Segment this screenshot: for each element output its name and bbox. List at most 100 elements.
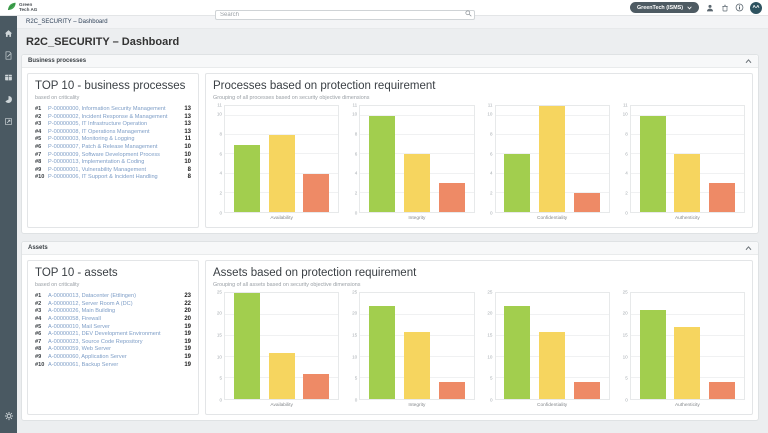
orange-bar[interactable] bbox=[438, 183, 465, 213]
yellow-bar[interactable] bbox=[268, 352, 295, 400]
plot-area bbox=[629, 105, 745, 214]
item-link[interactable]: P-00000007, Patch & Release Management bbox=[48, 143, 158, 150]
item-link[interactable]: A-00000058, Firewall bbox=[48, 316, 101, 323]
top10-row: #10 A-00000061, Backup Server 19 bbox=[35, 361, 191, 369]
trash-icon[interactable] bbox=[720, 3, 729, 12]
table-icon[interactable] bbox=[0, 66, 17, 88]
top10-row: #2 A-00000012, Server Room A (DC) 22 bbox=[35, 300, 191, 308]
y-tick-label: 10 bbox=[622, 353, 628, 359]
yellow-bar[interactable] bbox=[674, 154, 701, 213]
item-link[interactable]: P-00000013, Implementation & Coding bbox=[48, 159, 145, 166]
rank-label: #2 bbox=[35, 113, 42, 120]
avatar[interactable]: AA bbox=[750, 1, 762, 14]
item-link[interactable]: A-00000012, Server Room A (DC) bbox=[48, 300, 133, 307]
app-logo[interactable]: Green Tech AG bbox=[6, 0, 206, 17]
orange-bar[interactable] bbox=[573, 382, 600, 400]
green-bar[interactable] bbox=[369, 115, 396, 213]
rank-label: #9 bbox=[35, 353, 42, 360]
yellow-bar[interactable] bbox=[674, 327, 701, 400]
mini-bar-chart: 0 5 10 15 20 25 Confidentiality bbox=[484, 289, 610, 408]
green-bar[interactable] bbox=[639, 310, 666, 400]
green-bar[interactable] bbox=[639, 115, 666, 213]
item-link[interactable]: A-00000021, DEV Development Environment bbox=[48, 331, 161, 338]
item-link[interactable]: A-00000059, Web Server bbox=[48, 346, 112, 353]
home-icon[interactable] bbox=[0, 22, 17, 44]
item-link[interactable]: A-00000026, Main Building bbox=[48, 308, 116, 315]
gear-icon[interactable] bbox=[0, 405, 17, 427]
green-bar[interactable] bbox=[504, 306, 531, 400]
help-icon[interactable] bbox=[735, 3, 744, 12]
y-tick-label: 5 bbox=[354, 375, 358, 381]
y-tick-label: 25 bbox=[487, 289, 493, 295]
top-header: GreenTech AG GreenTech (ISMS) AA bbox=[0, 0, 768, 20]
item-link[interactable]: A-00000010, Mail Server bbox=[48, 323, 110, 330]
search-input[interactable] bbox=[215, 9, 475, 20]
rank-label: #4 bbox=[35, 316, 42, 323]
y-tick-label: 0 bbox=[219, 397, 222, 403]
green-bar[interactable] bbox=[233, 144, 260, 213]
report-export-icon[interactable] bbox=[0, 110, 17, 132]
yellow-bar[interactable] bbox=[403, 331, 430, 400]
rank-label: #10 bbox=[35, 361, 45, 368]
item-link[interactable]: P-00000001, Vulnerability Management bbox=[48, 166, 147, 173]
item-link[interactable]: P-00000008, IT Operations Management bbox=[48, 128, 150, 135]
mini-bar-chart: 0 5 10 15 20 25 Availability bbox=[213, 289, 340, 409]
section-header-assets[interactable]: Assets bbox=[22, 242, 758, 256]
y-tick-label: 15 bbox=[352, 332, 358, 338]
yellow-bar[interactable] bbox=[539, 331, 566, 400]
green-bar[interactable] bbox=[369, 306, 396, 400]
section-assets: Assets TOP 10 - assets based on critical… bbox=[21, 241, 759, 422]
item-link[interactable]: P-00000000, Information Security Managem… bbox=[48, 106, 166, 113]
item-link[interactable]: A-00000013, Datacenter (Ettlingen) bbox=[48, 293, 137, 300]
orange-bar[interactable] bbox=[709, 382, 736, 400]
y-tick-label: 5 bbox=[219, 375, 222, 381]
section-header-business-processes[interactable]: Business processes bbox=[22, 55, 758, 68]
y-tick-label: 11 bbox=[487, 101, 493, 107]
top10-row: #9 P-00000001, Vulnerability Management 8 bbox=[35, 166, 191, 174]
y-tick-label: 8 bbox=[625, 131, 628, 137]
y-tick-label: 25 bbox=[216, 289, 222, 295]
y-tick-label: 0 bbox=[219, 209, 222, 215]
breadcrumb[interactable]: R2C_SECURITY – Dashboard bbox=[26, 19, 108, 25]
plot-area bbox=[494, 292, 610, 401]
chart-title: Processes based on protection requiremen… bbox=[213, 80, 436, 92]
item-link[interactable]: A-00000023, Source Code Repository bbox=[48, 338, 143, 345]
orange-bar[interactable] bbox=[438, 382, 465, 400]
item-link[interactable]: P-00000002, Incident Response & Manageme… bbox=[48, 113, 168, 120]
gridline bbox=[630, 313, 744, 315]
y-axis: 0 2 4 6 8 10 11 bbox=[484, 101, 495, 214]
edit-document-icon[interactable] bbox=[0, 44, 17, 66]
criticality-value: 13 bbox=[184, 113, 191, 120]
top10-row: #1 P-00000000, Information Security Manag… bbox=[35, 105, 191, 113]
yellow-bar[interactable] bbox=[268, 135, 295, 213]
pie-chart-icon[interactable] bbox=[0, 88, 17, 110]
top10-row: #4 P-00000008, IT Operations Management 13 bbox=[35, 128, 191, 136]
chevron-up-icon[interactable] bbox=[745, 58, 752, 64]
user-icon[interactable] bbox=[705, 3, 714, 12]
rank-label: #7 bbox=[35, 338, 42, 345]
section-title: Business processes bbox=[28, 58, 87, 64]
item-link[interactable]: A-00000060, Application Server bbox=[48, 353, 127, 360]
rank-label: #8 bbox=[35, 346, 42, 353]
orange-bar[interactable] bbox=[303, 374, 330, 400]
top10-processes-card: TOP 10 - business processes based on cri… bbox=[27, 73, 199, 229]
main-content: R2C_SECURITY – Dashboard R2C_SECURITY – … bbox=[17, 16, 768, 433]
y-tick-label: 0 bbox=[354, 209, 358, 215]
item-link[interactable]: P-00000009, Software Development Process bbox=[48, 151, 160, 158]
orange-bar[interactable] bbox=[573, 192, 600, 213]
chevron-up-icon[interactable] bbox=[745, 245, 752, 251]
item-link[interactable]: P-00000003, Monitoring & Logging bbox=[48, 136, 135, 143]
orange-bar[interactable] bbox=[303, 173, 330, 213]
green-bar[interactable] bbox=[504, 154, 531, 213]
orange-bar[interactable] bbox=[709, 183, 736, 213]
item-link[interactable]: P-00000005, IT Infrastructure Operation bbox=[48, 121, 148, 128]
yellow-bar[interactable] bbox=[403, 154, 430, 213]
item-link[interactable]: A-00000061, Backup Server bbox=[48, 361, 119, 368]
yellow-bar[interactable] bbox=[539, 106, 566, 213]
category-label: Availability bbox=[270, 403, 293, 409]
workspace-selector-button[interactable]: GreenTech (ISMS) bbox=[629, 2, 699, 13]
green-bar[interactable] bbox=[233, 293, 260, 400]
y-tick-label: 0 bbox=[625, 209, 628, 215]
item-link[interactable]: P-00000006, IT Support & Incident Handli… bbox=[48, 174, 158, 181]
category-label: Availability bbox=[270, 216, 293, 222]
